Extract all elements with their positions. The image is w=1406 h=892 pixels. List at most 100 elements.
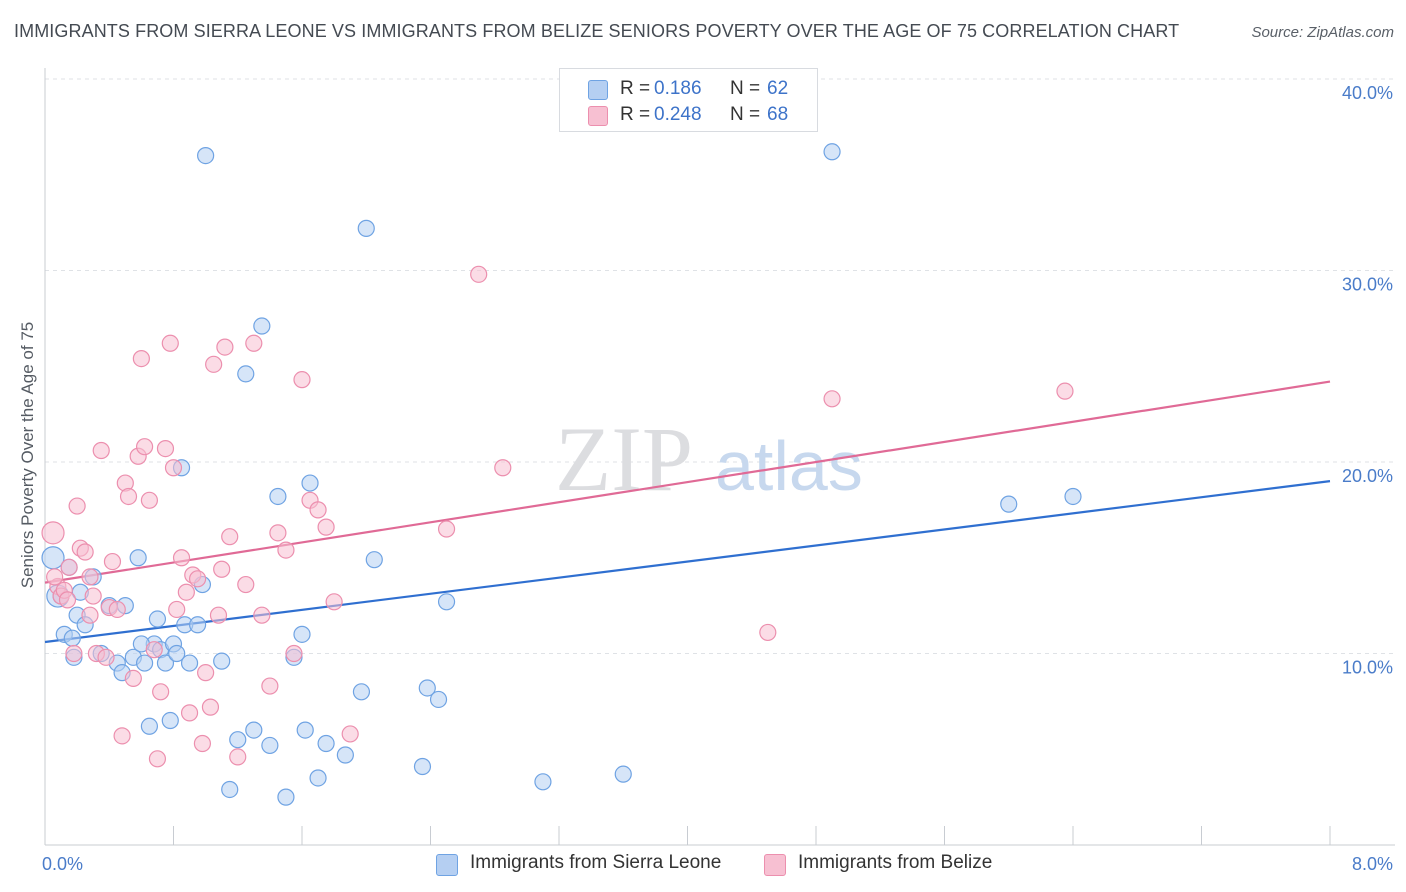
series-legend: Immigrants from Sierra Leone Immigrants …: [0, 852, 1406, 878]
point-belize: [1056, 382, 1074, 400]
correlation-legend: R = 0.186 N = 62 R = 0.248 N = 68: [559, 68, 818, 132]
point-belize: [41, 521, 65, 545]
point-sierra-leone: [352, 683, 371, 701]
point-belize: [341, 725, 359, 743]
point-belize: [293, 371, 311, 389]
data-points: [41, 143, 1082, 806]
point-sierra-leone: [293, 625, 311, 643]
series-swatch-belize: [764, 854, 786, 876]
point-sierra-leone: [437, 593, 456, 611]
point-belize: [108, 600, 126, 619]
y-tick-label: 20.0%: [1342, 466, 1393, 486]
point-belize: [81, 606, 99, 624]
point-belize: [172, 549, 191, 567]
point-sierra-leone: [614, 765, 632, 783]
point-sierra-leone: [261, 736, 279, 755]
point-sierra-leone: [140, 717, 159, 735]
point-sierra-leone: [418, 679, 436, 697]
point-belize: [317, 518, 335, 536]
point-sierra-leone: [253, 317, 271, 335]
legend-n-value: 62: [767, 78, 789, 99]
point-belize: [261, 677, 279, 695]
point-belize: [177, 583, 195, 601]
legend-swatch-sierra-leone: [588, 80, 608, 100]
series-swatch-sierra-leone: [436, 854, 458, 876]
point-belize: [65, 644, 83, 663]
point-belize: [113, 727, 131, 745]
legend-swatch-belize: [588, 106, 608, 126]
series-name-belize: Immigrants from Belize: [798, 852, 993, 873]
point-sierra-leone: [180, 654, 199, 672]
chart-title: IMMIGRANTS FROM SIERRA LEONE VS IMMIGRAN…: [14, 21, 1180, 41]
point-sierra-leone: [317, 734, 335, 753]
legend-n-value: 68: [767, 104, 789, 125]
point-belize: [277, 541, 295, 559]
watermark-zip: ZIP: [555, 408, 693, 510]
point-belize: [46, 568, 64, 586]
point-belize: [245, 334, 263, 352]
point-belize: [161, 334, 179, 352]
point-sierra-leone: [135, 654, 154, 672]
point-belize: [494, 459, 512, 477]
point-belize: [193, 734, 212, 753]
point-belize: [269, 524, 287, 542]
series-name-sierra-leone: Immigrants from Sierra Leone: [470, 852, 722, 873]
point-sierra-leone: [161, 711, 179, 730]
point-sierra-leone: [309, 769, 327, 787]
point-sierra-leone: [229, 731, 247, 749]
point-belize: [188, 570, 207, 588]
y-tick-label: 10.0%: [1342, 658, 1393, 678]
point-belize: [148, 750, 167, 768]
trend-line-belize: [44, 380, 1331, 584]
point-belize: [759, 623, 777, 642]
legend-r-label: R =: [620, 104, 651, 125]
point-belize: [205, 355, 223, 373]
x-tick-label: 0.0%: [42, 854, 83, 874]
point-sierra-leone: [301, 474, 319, 492]
point-belize: [152, 683, 170, 701]
point-belize: [216, 338, 234, 356]
point-belize: [168, 600, 186, 619]
point-sierra-leone: [188, 616, 207, 634]
point-sierra-leone: [129, 549, 147, 567]
point-belize: [253, 606, 271, 624]
point-sierra-leone: [245, 721, 263, 739]
point-sierra-leone: [237, 365, 255, 383]
point-sierra-leone: [168, 644, 186, 663]
point-sierra-leone: [213, 652, 231, 670]
point-belize: [285, 644, 303, 663]
point-belize: [76, 543, 94, 561]
point-belize: [201, 698, 220, 716]
legend-r-value: 0.248: [654, 104, 702, 125]
point-belize: [213, 560, 231, 578]
point-belize: [164, 459, 183, 477]
point-belize: [140, 491, 159, 509]
point-sierra-leone: [277, 788, 295, 806]
point-sierra-leone: [269, 487, 287, 506]
point-belize: [60, 558, 78, 576]
legend-n-label: N =: [730, 104, 761, 125]
point-sierra-leone: [1000, 495, 1018, 513]
legend-row-sierra-leone: R = 0.186 N = 62: [560, 75, 817, 103]
point-belize: [437, 520, 456, 538]
point-sierra-leone: [365, 551, 383, 569]
point-sierra-leone: [1064, 487, 1082, 506]
point-belize: [309, 501, 327, 519]
point-belize: [197, 664, 215, 682]
point-sierra-leone: [156, 654, 175, 672]
point-belize: [58, 591, 77, 609]
point-belize: [97, 648, 115, 666]
legend-r-label: R =: [620, 78, 651, 99]
legend-r-value: 0.186: [654, 78, 702, 99]
point-belize: [145, 641, 163, 659]
point-belize: [132, 349, 150, 368]
point-belize: [237, 575, 255, 594]
y-tick-label: 30.0%: [1342, 275, 1393, 295]
point-belize: [209, 606, 228, 624]
point-sierra-leone: [197, 147, 215, 165]
legend-n-label: N =: [730, 78, 761, 99]
x-tick-label: 8.0%: [1352, 854, 1393, 874]
point-belize: [68, 497, 86, 515]
point-belize: [229, 748, 247, 766]
point-belize: [84, 587, 102, 605]
